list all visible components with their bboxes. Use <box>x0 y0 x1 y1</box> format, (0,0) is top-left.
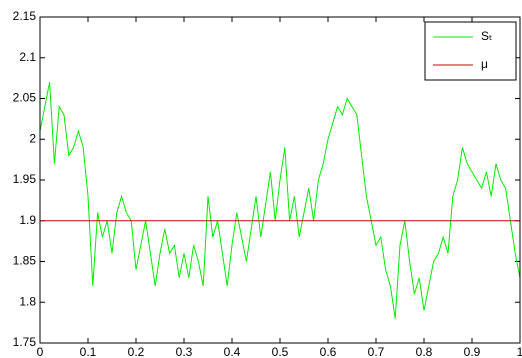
x-tick-label: 0.6 <box>320 345 337 358</box>
x-tick-label: 1 <box>517 345 522 358</box>
x-tick-label: 0.2 <box>128 345 145 358</box>
x-tick-label: 0.8 <box>416 345 433 358</box>
y-tick-label: 2 <box>29 131 36 145</box>
x-tick-label: 0.4 <box>224 345 241 358</box>
y-tick-label: 1.85 <box>13 254 37 268</box>
legend-label: μ <box>481 57 488 71</box>
x-tick-label: 0.3 <box>176 345 193 358</box>
y-tick-label: 1.8 <box>19 294 36 308</box>
x-tick-label: 0.1 <box>80 345 97 358</box>
x-tick-label: 0 <box>37 345 44 358</box>
x-tick-label: 0.7 <box>368 345 385 358</box>
legend-box <box>424 21 517 81</box>
y-tick-label: 1.95 <box>13 172 37 186</box>
x-tick-label: 0.5 <box>272 345 289 358</box>
y-tick-label: 2.15 <box>13 9 37 23</box>
y-tick-label: 2.05 <box>13 91 37 105</box>
y-tick-label: 1.9 <box>19 213 36 227</box>
legend-label: Sₜ <box>481 29 493 43</box>
y-tick-label: 2.1 <box>19 50 36 64</box>
plot-frame <box>39 16 521 344</box>
series-line <box>39 82 521 319</box>
y-tick-label: 1.75 <box>13 335 37 349</box>
x-tick-label: 0.9 <box>464 345 481 358</box>
